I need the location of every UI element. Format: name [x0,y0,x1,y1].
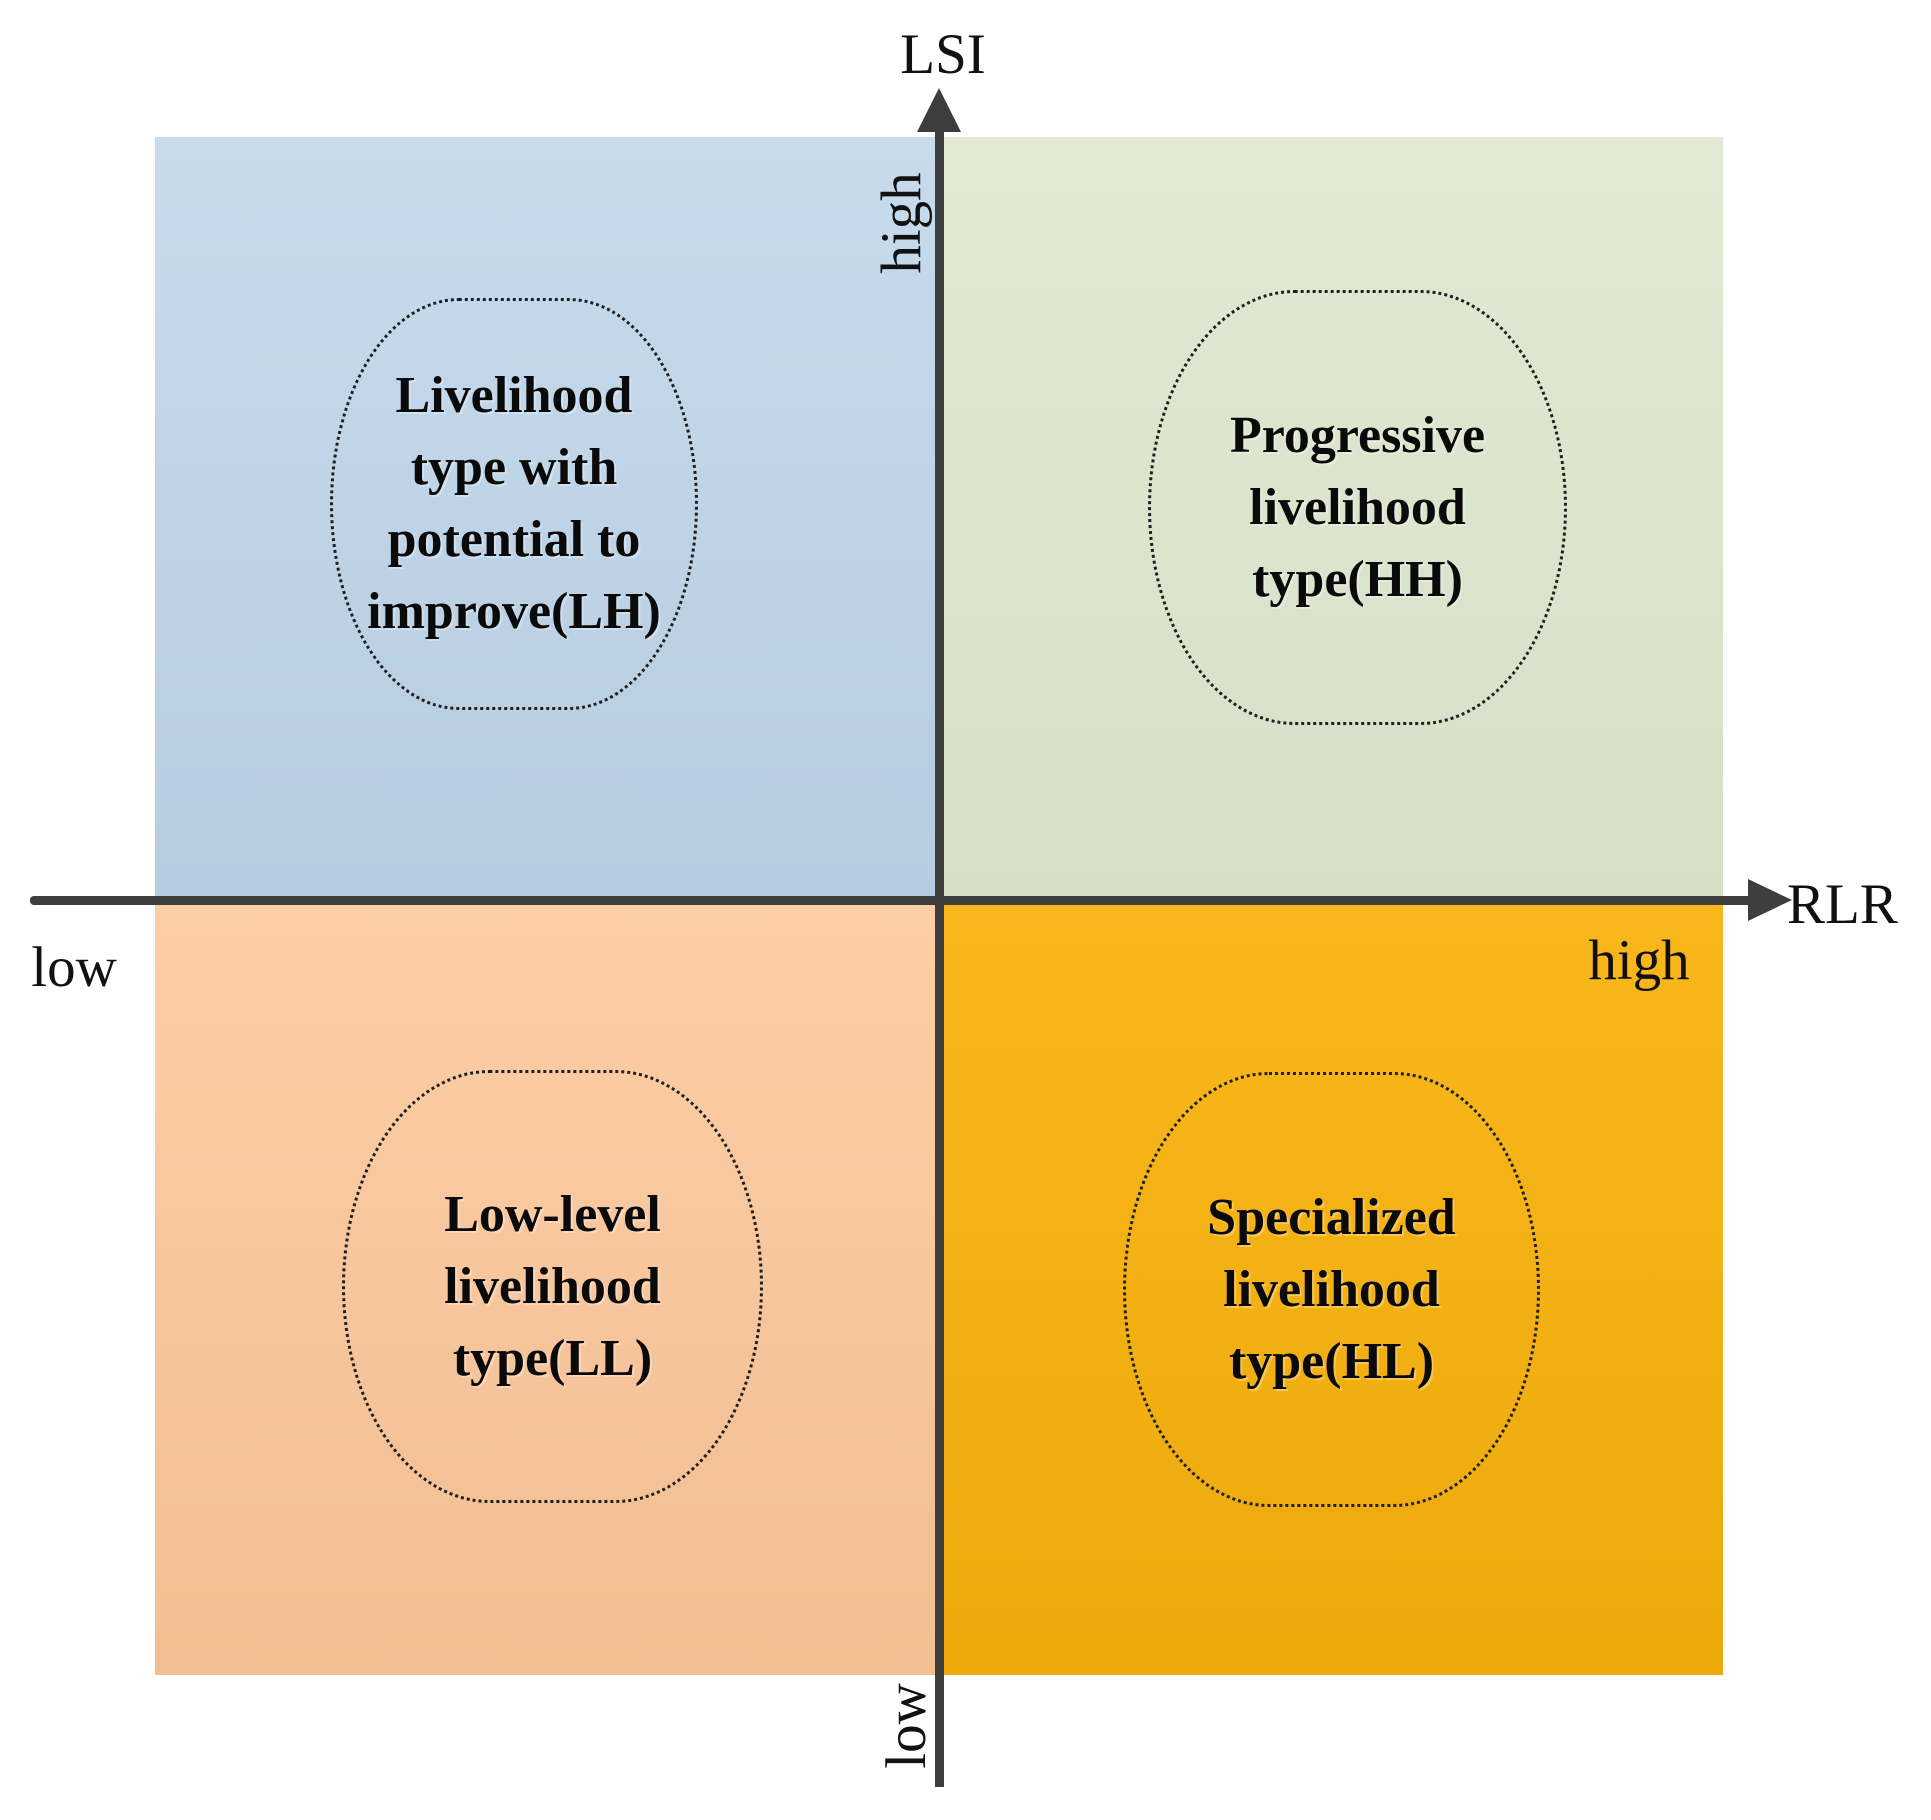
x-axis-high-label: high [1588,929,1690,992]
quadrant-hh: Progressive livelihood type(HH) [939,137,1723,900]
quadrant-lh-label: Livelihood type with potential to improv… [367,367,661,640]
quadrant-ll-label: Low-level livelihood type(LL) [444,1185,661,1387]
y-axis-high-label: high [870,172,933,274]
quadrant-ll: Low-level livelihood type(LL) [155,900,939,1675]
x-axis-title: RLR [1787,873,1898,936]
y-axis-low-label: low [875,1683,938,1769]
quadrant-hl: Specialized livelihood type(HL) [939,900,1723,1675]
quadrant-hh-bubble-outline: Progressive livelihood type(HH) [1148,290,1567,725]
y-axis-arrow-icon [917,88,961,132]
quadrant-lh: Livelihood type with potential to improv… [155,137,939,900]
quadrant-lh-bubble-outline: Livelihood type with potential to improv… [330,298,698,710]
quadrant-ll-bubble-outline: Low-level livelihood type(LL) [342,1070,763,1503]
quadrant-hl-bubble-outline: Specialized livelihood type(HL) [1123,1072,1540,1507]
x-axis-low-label: low [31,936,117,999]
quadrant-hl-label: Specialized livelihood type(HL) [1207,1188,1456,1390]
quadrant-hh-label: Progressive livelihood type(HH) [1229,406,1486,608]
x-axis-arrow-icon [1748,879,1792,921]
y-axis-title: LSI [900,23,986,86]
y-axis-line [935,124,944,1787]
x-axis-line [30,896,1750,905]
